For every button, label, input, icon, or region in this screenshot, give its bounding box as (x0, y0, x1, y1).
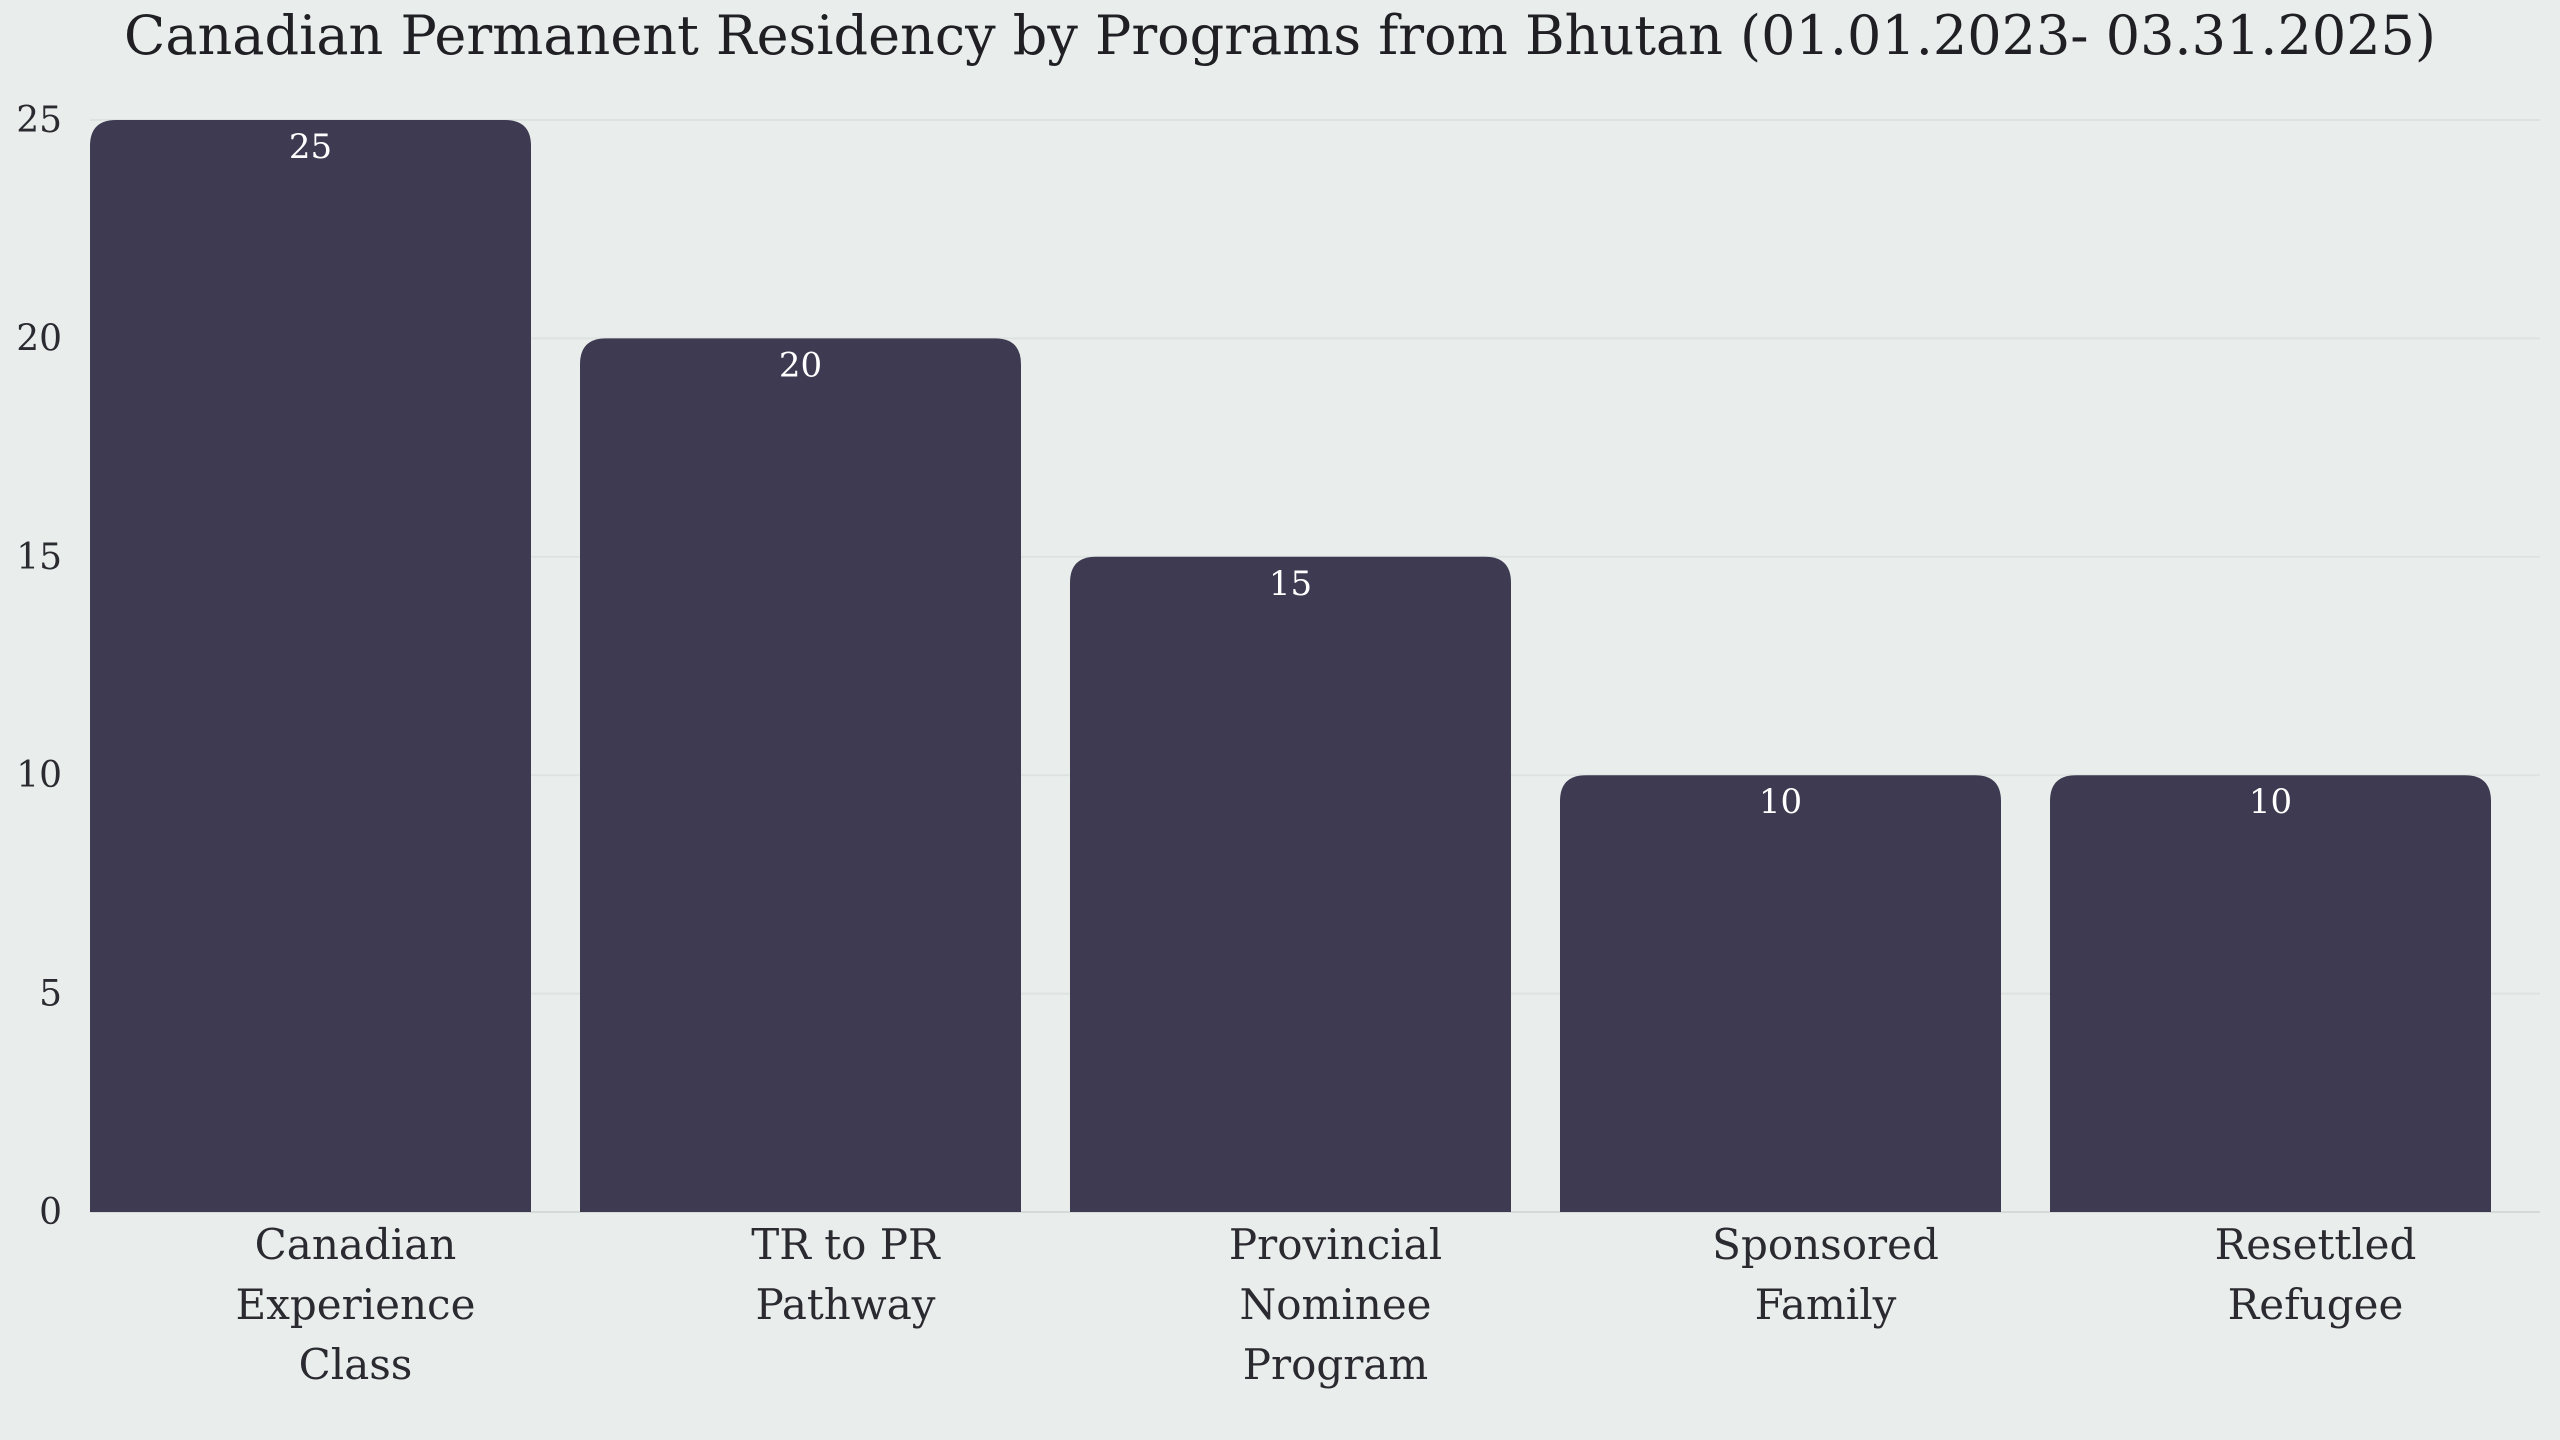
bar (580, 338, 1021, 1212)
y-tick-label: 20 (16, 318, 62, 359)
bar (90, 120, 531, 1212)
y-tick-label: 0 (39, 1192, 62, 1233)
y-tick-label: 25 (16, 100, 62, 141)
x-tick-label: Sponsored Family (1712, 1220, 1939, 1329)
x-tick-label: Canadian Experience Class (236, 1220, 476, 1389)
x-tick-label: Resettled Refugee (2215, 1220, 2417, 1329)
y-tick-label: 15 (16, 537, 62, 578)
bar (1070, 556, 1511, 1212)
bar (1560, 775, 2001, 1212)
x-axis: Canadian Experience Class TR to PR Pathway Pr… (236, 1220, 2417, 1389)
bar-layer: 25 20 15 10 10 (90, 120, 2491, 1212)
data-label: 15 (1269, 564, 1312, 604)
y-tick-label: 5 (39, 974, 62, 1015)
bar (2050, 775, 2491, 1212)
data-label: 25 (289, 127, 332, 167)
y-tick-label: 10 (16, 755, 62, 796)
data-label: 10 (2249, 782, 2292, 822)
data-label: 20 (779, 345, 822, 385)
y-axis: 0 5 10 15 20 25 (16, 100, 62, 1233)
x-tick-label: TR to PR Pathway (751, 1220, 941, 1329)
chart-title: Canadian Permanent Residency by Programs… (124, 4, 2436, 67)
data-label: 10 (1759, 782, 1802, 822)
x-tick-label: Provincial Nominee Program (1229, 1220, 1442, 1389)
